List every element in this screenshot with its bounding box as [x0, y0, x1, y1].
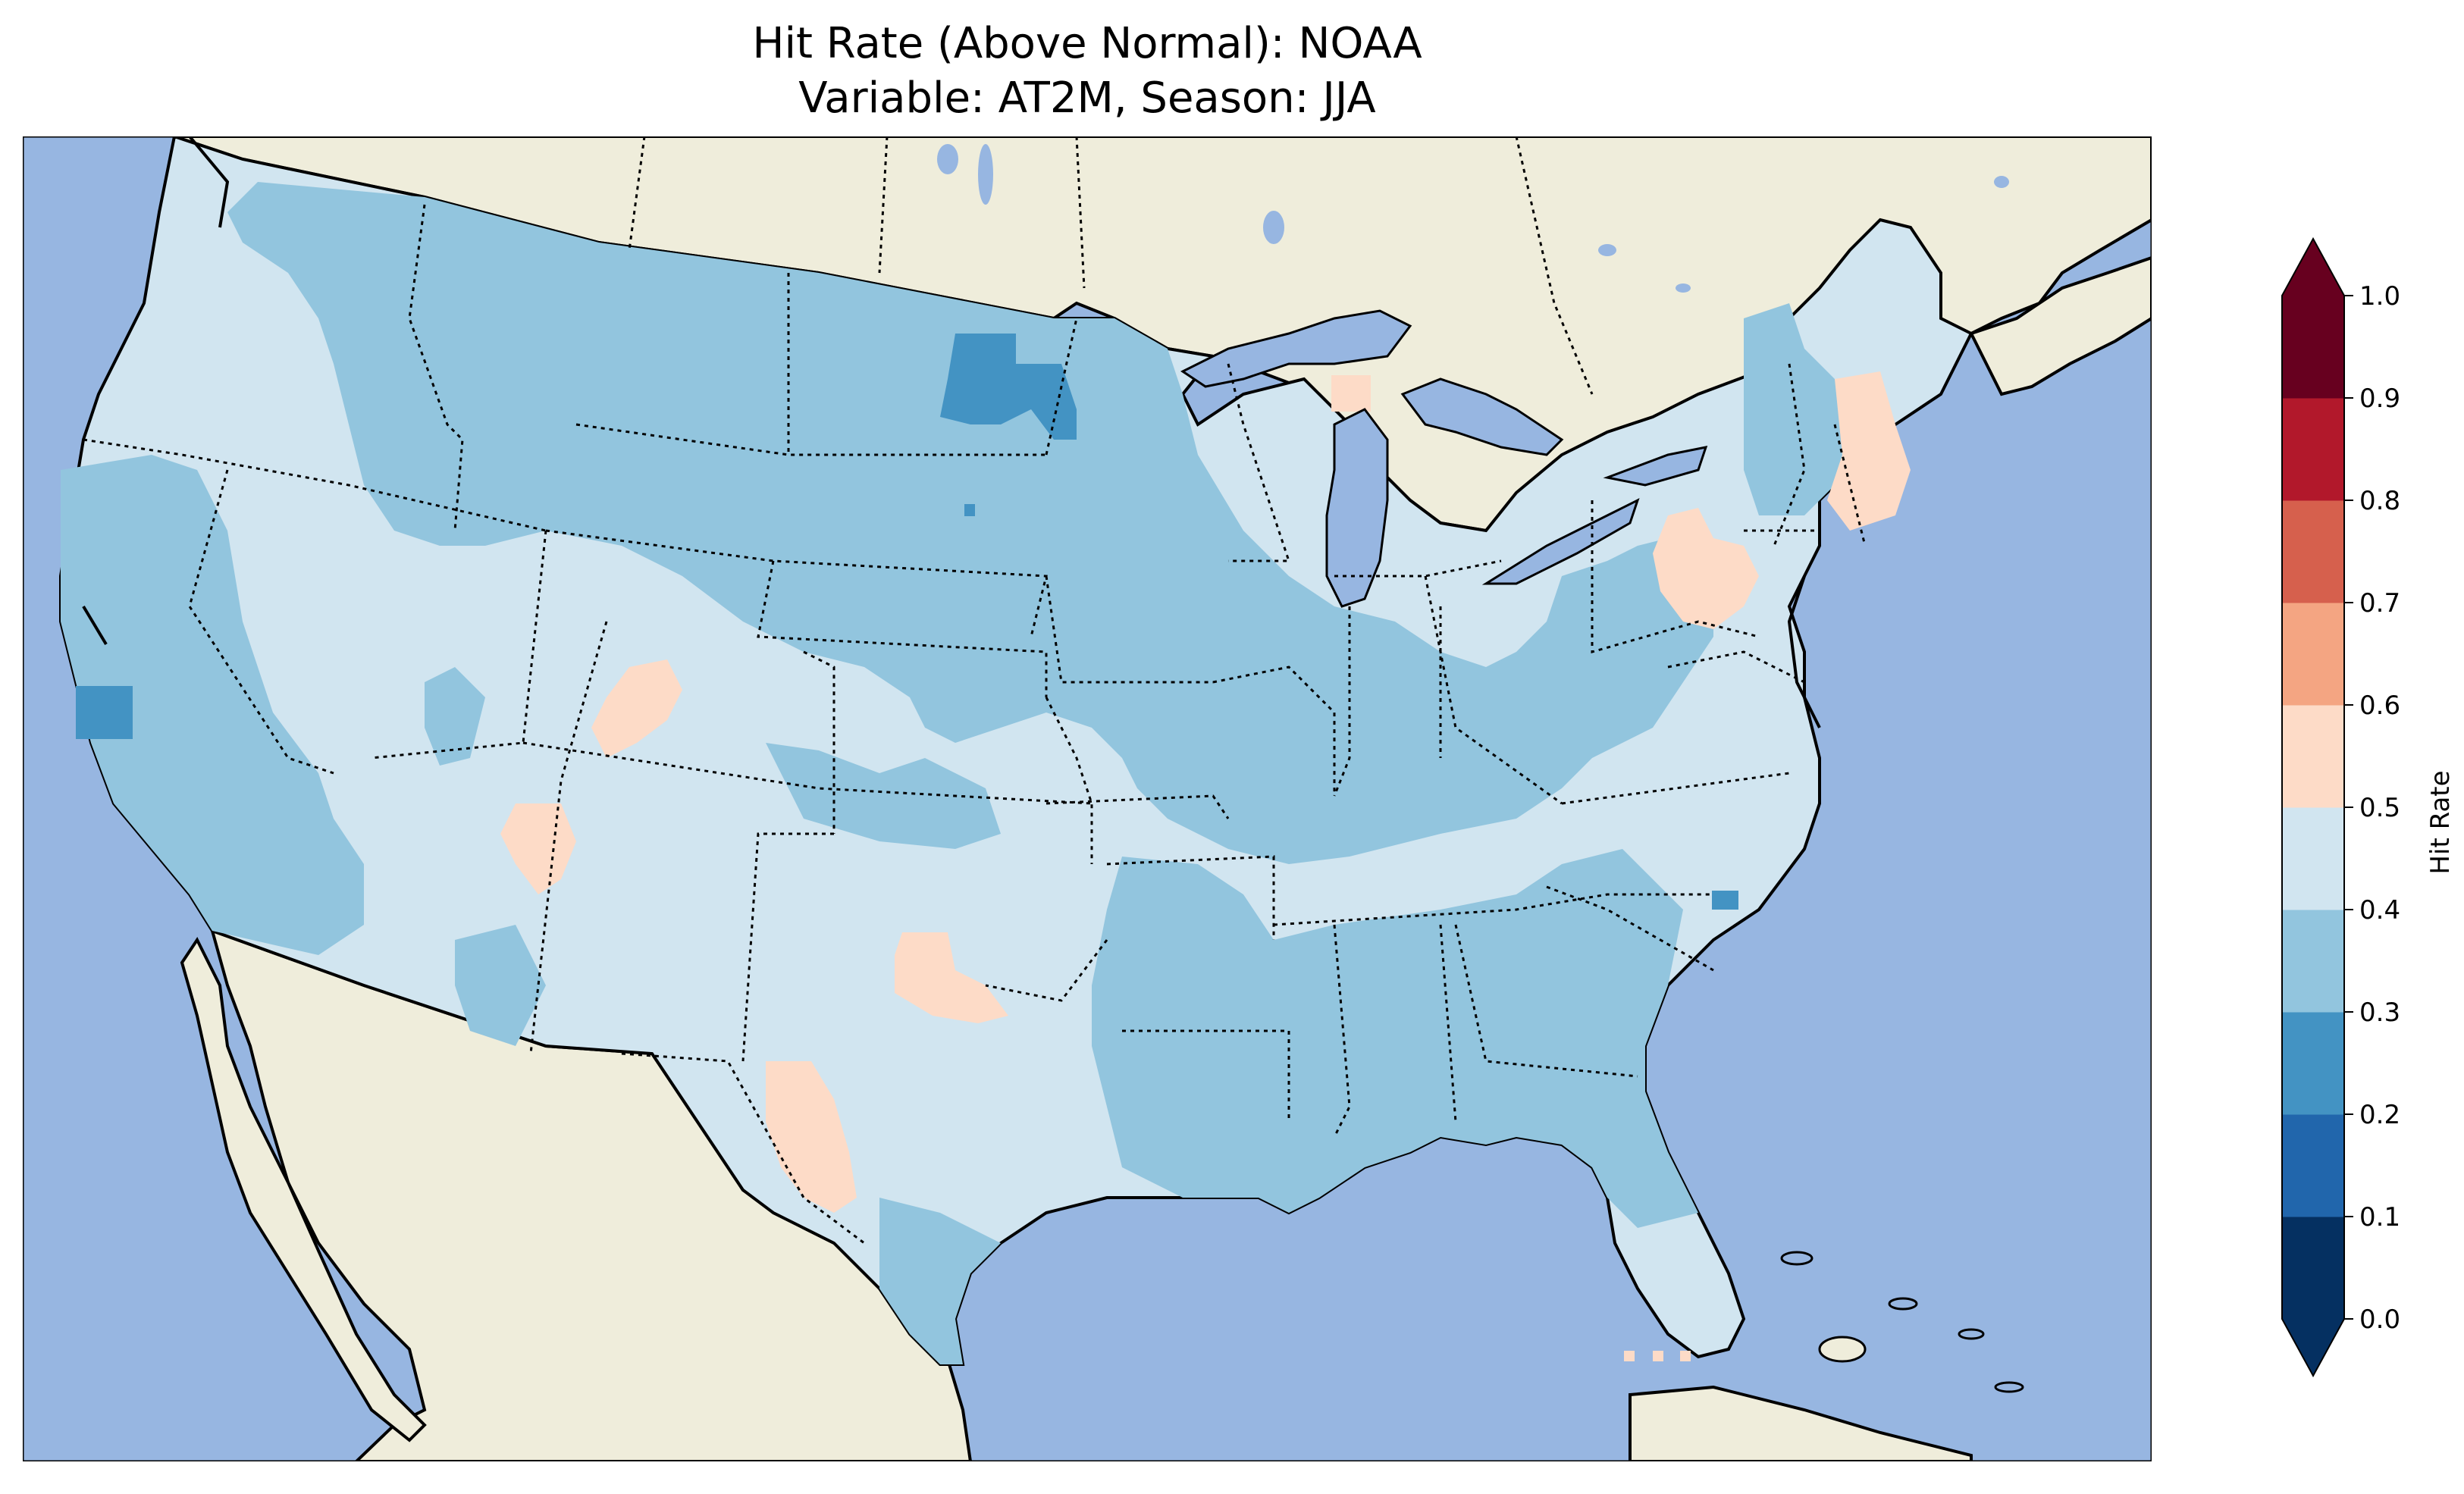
- colorbar-extend-high: [2282, 239, 2344, 296]
- colorbar-segment: [2282, 398, 2344, 501]
- colorbar-tick-label: 1.0: [2359, 281, 2400, 312]
- maritime-land: [1969, 255, 2152, 396]
- colorbar-tick-label: 0.9: [2359, 384, 2400, 414]
- cuba-land: [1629, 1385, 1973, 1461]
- colorbar-segment: [2282, 910, 2344, 1013]
- colorbar-segment: [2282, 1012, 2344, 1115]
- colorbar-tick-label: 0.6: [2359, 691, 2400, 721]
- baja-land: [180, 937, 427, 1442]
- chart-title-line1: Hit Rate (Above Normal): NOAA: [752, 19, 1422, 68]
- colorbar-tick-label: 0.0: [2359, 1305, 2400, 1335]
- colorbar-label: Hit Rate: [2425, 770, 2456, 874]
- coastline: [82, 136, 1821, 728]
- chart-title-line2: Variable: AT2M, Season: JJA: [798, 74, 1375, 123]
- colorbar-tick-label: 0.5: [2359, 793, 2400, 823]
- colorbar-extend-low: [2282, 1319, 2344, 1376]
- colorbar-segment: [2282, 500, 2344, 603]
- colorbar-tick-label: 0.1: [2359, 1202, 2400, 1232]
- map-panel: [23, 136, 2152, 1461]
- hit-rate-0.5-0.6: [500, 371, 1911, 1361]
- colorbar-tick-label: 0.7: [2359, 588, 2400, 619]
- colorbar-segment: [2282, 705, 2344, 808]
- island: [1818, 1336, 1867, 1363]
- colorbar-segment: [2282, 1217, 2344, 1320]
- colorbar-tick-label: 0.4: [2359, 895, 2400, 926]
- island: [1780, 1251, 1814, 1266]
- state-borders: [83, 136, 1867, 1245]
- colorbar-tick-label: 0.2: [2359, 1100, 2400, 1130]
- colorbar-segment: [2282, 296, 2344, 399]
- island: [1994, 1381, 2024, 1393]
- colorbar-tick-label: 0.3: [2359, 998, 2400, 1028]
- canada-lakes: [937, 144, 2009, 293]
- colorbar-segment: [2282, 807, 2344, 910]
- colorbar: 0.0 0.1 0.2 0.3 0.4 0.5 0.6 0.7 0.8 0.9 1.0: [2281, 236, 2400, 1378]
- island: [1888, 1297, 1918, 1311]
- great-lakes: [1180, 309, 1708, 608]
- colorbar-tick-label: 0.8: [2359, 486, 2400, 516]
- colorbar-segment: [2282, 603, 2344, 706]
- island: [1958, 1328, 1985, 1340]
- hit-rate-0.2-0.3: [76, 334, 1738, 910]
- colorbar-segment: [2282, 1114, 2344, 1217]
- hit-rate-0.3-0.4: [61, 182, 1850, 1364]
